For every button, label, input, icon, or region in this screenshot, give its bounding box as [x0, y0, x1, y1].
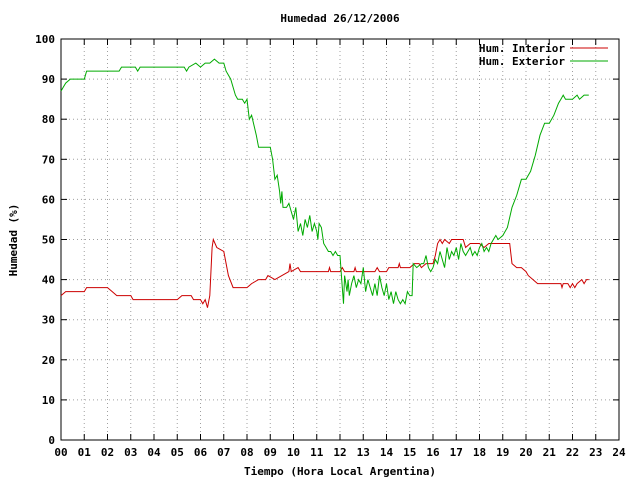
- x-tick-label: 21: [543, 446, 557, 459]
- x-tick-label: 00: [54, 446, 67, 459]
- x-tick-label: 01: [78, 446, 92, 459]
- x-axis-title: Tiempo (Hora Local Argentina): [244, 465, 436, 478]
- y-tick-label: 50: [42, 234, 55, 247]
- chart-title: Humedad 26/12/2006: [280, 12, 400, 25]
- series-line-interior: [60, 237, 589, 308]
- x-tick-label: 03: [124, 446, 137, 459]
- x-tick-label: 11: [310, 446, 324, 459]
- x-tick-label: 08: [240, 446, 253, 459]
- x-tick-label: 20: [519, 446, 532, 459]
- y-tick-label: 0: [48, 434, 55, 447]
- y-tick-label: 80: [42, 113, 55, 126]
- x-tick-label: 23: [589, 446, 602, 459]
- series-layer: [60, 58, 589, 308]
- y-tick-label: 90: [42, 73, 55, 86]
- y-tick-label: 30: [42, 314, 55, 327]
- y-tick-label: 40: [42, 274, 55, 287]
- x-tick-label: 16: [426, 446, 440, 459]
- grid-lines: [61, 39, 619, 440]
- x-tick-label: 15: [403, 446, 416, 459]
- x-tick-label: 10: [287, 446, 300, 459]
- x-tick-label: 02: [101, 446, 114, 459]
- legend: Hum. Interior Hum. Exterior: [479, 42, 608, 68]
- y-axis: 0 10 20 30 40 50 60 70 80 90 100: [35, 33, 619, 447]
- y-axis-title: Humedad (%): [7, 204, 20, 277]
- x-tick-label: 22: [566, 446, 579, 459]
- legend-label-interior: Hum. Interior: [479, 42, 565, 55]
- x-tick-label: 17: [450, 446, 463, 459]
- x-tick-label: 19: [496, 446, 509, 459]
- y-tick-label: 20: [42, 354, 55, 367]
- y-tick-label: 60: [42, 193, 55, 206]
- x-tick-label: 13: [357, 446, 370, 459]
- x-axis: 00 01 02 03 04 05 06 07 08 09 10 11 12 13 14 15 16 17 18 19…: [54, 39, 626, 459]
- x-tick-label: 18: [473, 446, 486, 459]
- x-tick-label: 12: [333, 446, 346, 459]
- y-tick-label: 10: [42, 394, 55, 407]
- legend-label-exterior: Hum. Exterior: [479, 55, 565, 68]
- y-tick-label: 100: [35, 33, 55, 46]
- x-tick-label: 09: [264, 446, 277, 459]
- x-tick-label: 04: [147, 446, 161, 459]
- x-tick-label: 07: [217, 446, 230, 459]
- x-tick-label: 06: [194, 446, 208, 459]
- y-tick-label: 70: [42, 153, 55, 166]
- x-tick-label: 14: [380, 446, 394, 459]
- series-line-exterior: [60, 58, 589, 306]
- x-tick-label: 05: [171, 446, 184, 459]
- x-tick-label: 24: [612, 446, 626, 459]
